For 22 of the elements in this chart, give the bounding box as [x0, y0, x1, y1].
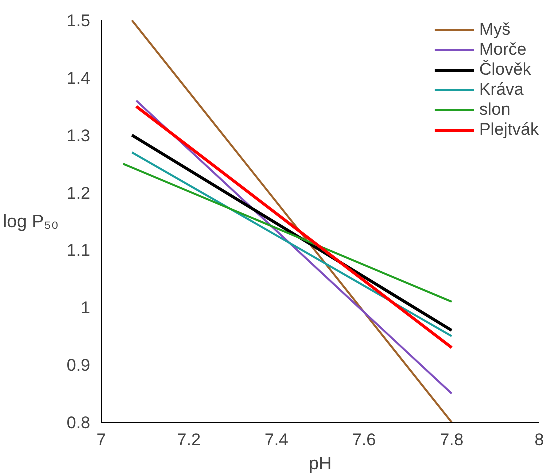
- x-tick-label: 7.2: [177, 430, 201, 450]
- x-tick-label: 7.4: [264, 430, 289, 450]
- legend-label: Plejtvák: [479, 120, 539, 140]
- y-axis-title: log P₅₀: [3, 212, 59, 232]
- legend-label: Morče: [479, 40, 527, 60]
- x-tick-label: 7: [96, 430, 106, 450]
- legend-label: slon: [479, 100, 511, 120]
- legend-label: Myš: [479, 20, 511, 40]
- y-tick-label: 1.5: [66, 12, 91, 30]
- x-axis-title: pH: [308, 454, 332, 474]
- y-tick-label: 0.8: [66, 414, 91, 432]
- legend-label: Člověk: [479, 60, 532, 80]
- x-tick-label: 7.8: [440, 430, 464, 450]
- y-tick-label: 0.9: [66, 356, 91, 376]
- y-tick-label: 1.4: [66, 68, 91, 88]
- legend-label: Kráva: [479, 80, 524, 100]
- y-tick-label: 1.2: [66, 184, 91, 203]
- y-tick-label: 1.3: [66, 126, 91, 146]
- x-tick-label: 7.6: [352, 430, 376, 450]
- x-tick-label: 8: [534, 430, 544, 450]
- y-tick-label: 1: [81, 298, 91, 318]
- y-tick-label: 1.1: [66, 241, 91, 260]
